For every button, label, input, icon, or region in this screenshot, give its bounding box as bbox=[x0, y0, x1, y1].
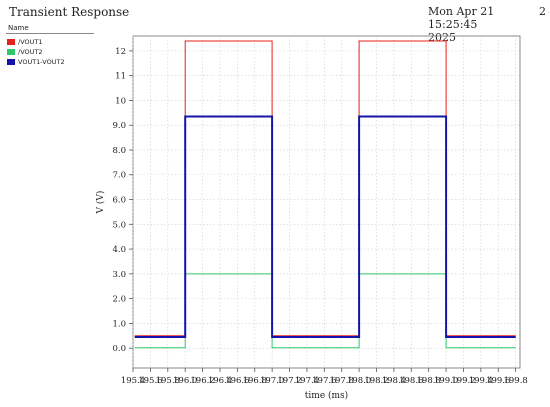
y-tick-label: 0.0 bbox=[112, 344, 126, 354]
x-tick-label: 198.8 bbox=[417, 376, 441, 386]
plot-frame bbox=[132, 35, 521, 369]
y-tick-label: 10 bbox=[115, 96, 126, 106]
legend-divider bbox=[6, 33, 94, 34]
x-tick-label: 196.4 bbox=[208, 376, 232, 386]
y-tick-label: 2.0 bbox=[112, 295, 126, 305]
y-tick-label: 4.0 bbox=[112, 245, 126, 255]
series-line-2 bbox=[134, 115, 516, 338]
x-tick-label: 196.0 bbox=[173, 376, 197, 386]
x-tick-label: 197.2 bbox=[277, 376, 301, 386]
x-tick-label: 199.2 bbox=[451, 376, 475, 386]
legend-swatch-vout2 bbox=[7, 49, 15, 55]
x-tick-label: 199.6 bbox=[486, 376, 510, 386]
x-tick-label: 197.6 bbox=[312, 376, 336, 386]
x-tick-label: 196.2 bbox=[190, 376, 214, 386]
x-tick-label: 195.8 bbox=[156, 376, 180, 386]
y-tick-label: 5.0 bbox=[112, 220, 126, 230]
x-tick-label: 198.2 bbox=[364, 376, 388, 386]
x-tick-label: 196.8 bbox=[243, 376, 267, 386]
legend-header: Name bbox=[8, 24, 29, 32]
x-tick-label: 198.6 bbox=[399, 376, 423, 386]
page-number: 2 bbox=[539, 5, 546, 18]
legend-label-vout2: /VOUT2 bbox=[18, 48, 43, 56]
x-axis-label: time (ms) bbox=[305, 390, 348, 401]
y-tick-label: 1.0 bbox=[112, 319, 126, 329]
legend: /VOUT1 /VOUT2 VOUT1-VOUT2 bbox=[7, 37, 65, 67]
x-tick-label: 197.8 bbox=[330, 376, 354, 386]
x-tick-label: 199.4 bbox=[469, 376, 493, 386]
y-tick-label: 3.0 bbox=[112, 270, 126, 280]
x-tick-label: 196.6 bbox=[225, 376, 249, 386]
x-tick-label: 198.4 bbox=[382, 376, 406, 386]
timestamp-date: Mon Apr 21 15:25:45 bbox=[428, 5, 495, 31]
series-line-0 bbox=[134, 40, 516, 337]
y-tick-label: 7.0 bbox=[112, 171, 126, 181]
x-tick-label: 199.0 bbox=[434, 376, 458, 386]
x-tick-label: 198.0 bbox=[347, 376, 371, 386]
x-tick-label: 199.8 bbox=[503, 376, 527, 386]
legend-item-vdiff[interactable]: VOUT1-VOUT2 bbox=[7, 57, 65, 67]
legend-item-vout2[interactable]: /VOUT2 bbox=[7, 47, 65, 57]
legend-label-vdiff: VOUT1-VOUT2 bbox=[18, 58, 65, 66]
y-tick-label: 9.0 bbox=[112, 121, 126, 131]
chart-title: Transient Response bbox=[9, 5, 130, 19]
y-tick-label: 6.0 bbox=[112, 196, 126, 206]
x-tick-label: 197.4 bbox=[295, 376, 319, 386]
y-axis-label: V (V) bbox=[95, 191, 106, 215]
x-tick-label: 197.0 bbox=[260, 376, 284, 386]
legend-label-vout1: /VOUT1 bbox=[18, 38, 43, 46]
x-tick-label: 195.4 bbox=[121, 376, 145, 386]
legend-swatch-vout1 bbox=[7, 39, 15, 45]
legend-item-vout1[interactable]: /VOUT1 bbox=[7, 37, 65, 47]
y-tick-label: 12 bbox=[115, 47, 126, 57]
y-tick-label: 8.0 bbox=[112, 146, 126, 156]
y-tick-label: 11 bbox=[115, 72, 126, 82]
x-tick-label: 195.6 bbox=[138, 376, 162, 386]
legend-swatch-vdiff bbox=[7, 59, 15, 65]
